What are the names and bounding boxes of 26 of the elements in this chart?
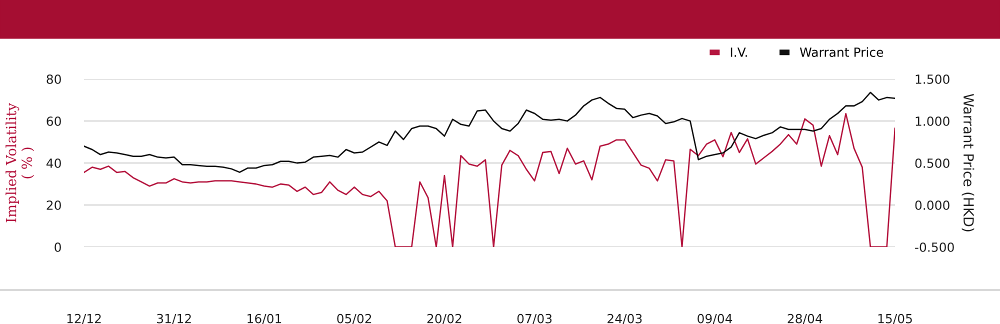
x-tick-label: 09/04 [698,314,732,324]
x-tick-label: 15/05 [878,314,912,324]
y-tick-label: 80 [46,74,61,84]
y2-tick-label: 0.500 [915,158,950,168]
y2-tick-label: -0.500 [915,242,954,252]
x-tick-label: 12/12 [67,314,101,324]
line-series [84,112,895,247]
y-tick-label: 0 [54,242,61,252]
x-tick-label: 20/02 [427,314,462,324]
line-series [84,92,895,173]
y2-axis-title: Warrant Price (HKD) [962,94,974,232]
y2-tick-label: 1.500 [916,74,950,84]
y-tick-label: 40 [46,158,61,168]
y2-tick-label: 0.000 [915,200,950,210]
y2-tick-label: 1.000 [916,116,950,126]
y-tick-label: 20 [46,200,61,210]
x-tick-label: 07/03 [517,314,552,324]
x-tick-label: 28/04 [788,314,822,324]
y-tick-label: 60 [46,116,61,126]
y-axis-title: Implied Volatility ( % ) [6,102,34,222]
legend-label: Warrant Price [800,47,884,57]
x-tick-label: 05/02 [337,314,372,324]
x-tick-label: 24/03 [608,314,642,324]
x-tick-label: 31/12 [157,314,191,324]
x-tick-label: 16/01 [248,314,282,324]
legend-label: I.V. [730,48,747,57]
